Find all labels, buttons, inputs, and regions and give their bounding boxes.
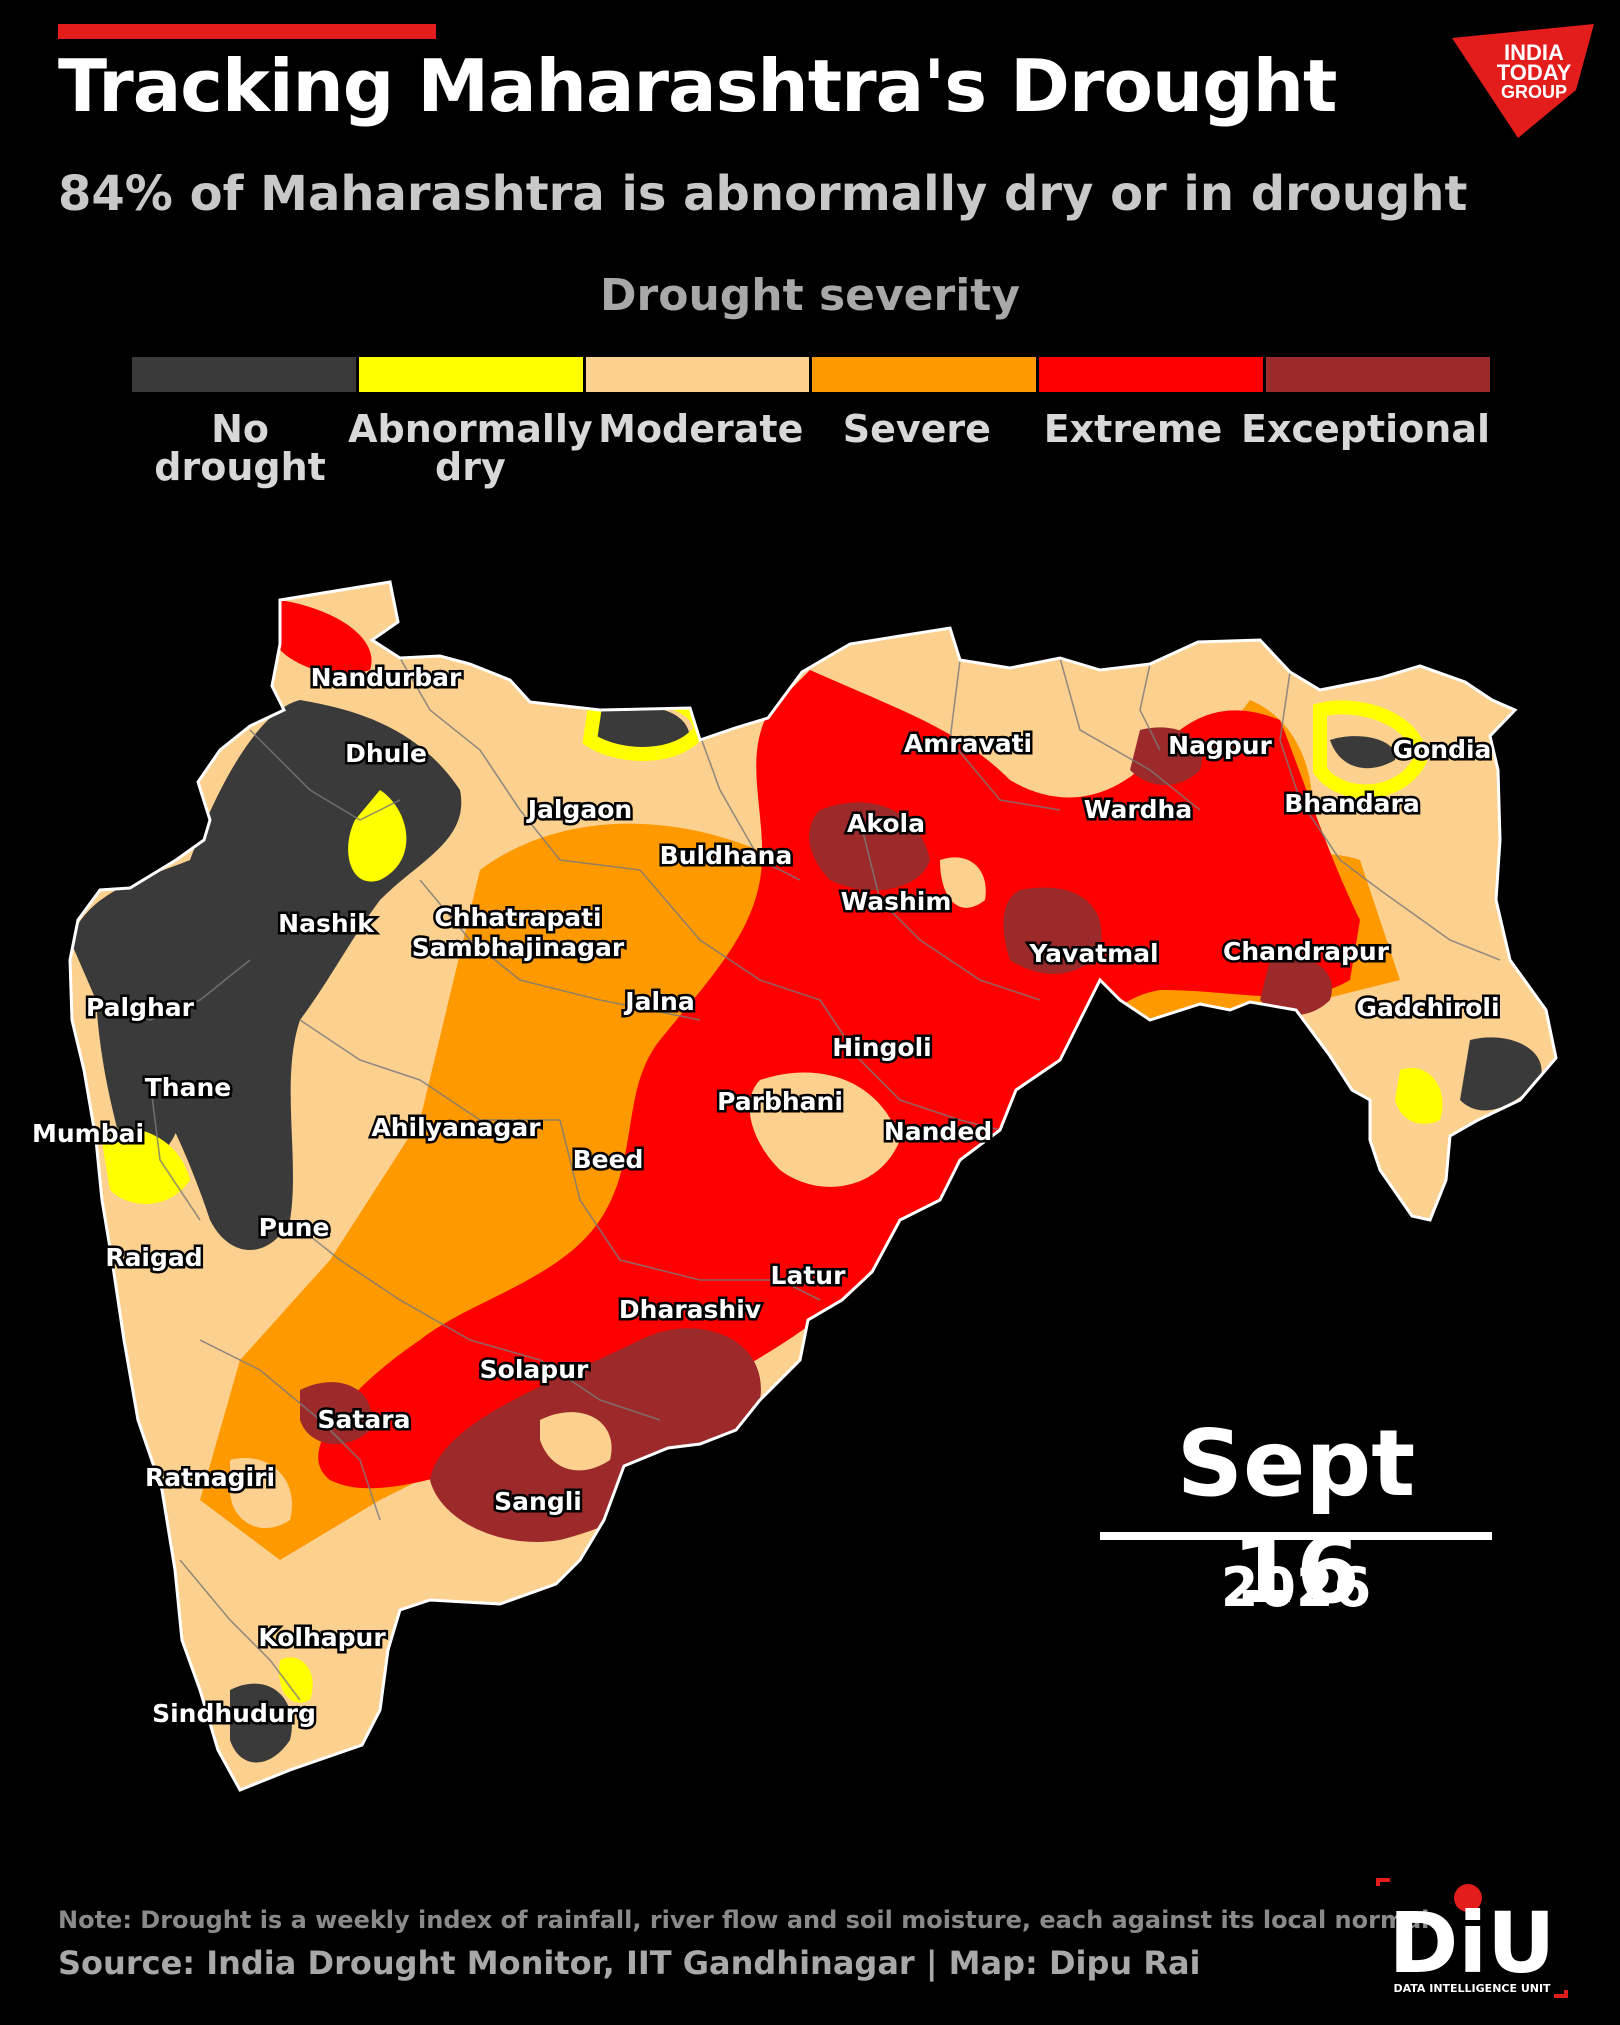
city-label: Pune <box>259 1213 330 1242</box>
city-label: Kolhapur <box>258 1623 386 1652</box>
city-label: Nashik <box>278 909 375 938</box>
city-label: Yavatmal <box>1028 939 1158 968</box>
legend-swatch-moderate <box>585 357 810 392</box>
legend-swatch-severe <box>812 357 1037 392</box>
legend-title: Drought severity <box>600 270 1020 321</box>
city-labels: Nandurbar Dhule Jalgaon Buldhana Amravat… <box>29 661 1502 1731</box>
footer-source: Source: India Drought Monitor, IIT Gandh… <box>58 1944 1201 1982</box>
city-label: Parbhani <box>717 1087 843 1116</box>
diu-logo: DiU DATA INTELLIGENCE UNIT <box>1376 1878 1568 1998</box>
title-accent-bar <box>58 24 436 39</box>
legend-label-moderate: Moderate <box>598 407 804 451</box>
city-label: Satara <box>318 1405 411 1434</box>
city-label: Buldhana <box>660 841 793 870</box>
city-label: Solapur <box>480 1355 589 1384</box>
legend-label-abnormally-dry: Abnormally dry <box>348 407 593 489</box>
city-label: Beed <box>573 1145 644 1174</box>
city-label: Gondia <box>1393 735 1492 764</box>
legend-swatch-abnormally-dry <box>358 357 583 392</box>
city-label: Ahilyanagar <box>371 1113 541 1142</box>
city-label: Chhatrapati <box>434 903 601 932</box>
legend-label-extreme: Extreme <box>1043 407 1223 451</box>
drought-map: Nandurbar Dhule Jalgaon Buldhana Amravat… <box>29 580 1558 1792</box>
footer-note: Note: Drought is a weekly index of rainf… <box>58 1906 1439 1934</box>
city-label: Dharashiv <box>619 1295 761 1324</box>
city-label: Nagpur <box>1168 731 1272 760</box>
legend-label-exceptional: Exceptional <box>1241 407 1491 451</box>
legend-swatches <box>132 357 1490 392</box>
logo-line-2: TODAY <box>1497 60 1572 85</box>
legend-swatch-no-drought <box>132 357 356 392</box>
city-label: Hingoli <box>832 1033 932 1062</box>
city-label: Raigad <box>105 1243 202 1272</box>
legend-labels: No drought Abnormally dry Moderate Sever… <box>132 410 1490 486</box>
city-label: Latur <box>771 1261 847 1290</box>
page-subtitle: 84% of Maharashtra is abnormally dry or … <box>58 166 1468 222</box>
legend-label-severe: Severe <box>842 407 991 451</box>
city-label: Sambhajinagar <box>412 933 625 962</box>
city-label: Washim <box>841 887 952 916</box>
city-label: Akola <box>847 809 925 838</box>
legend-swatch-exceptional <box>1266 357 1490 392</box>
india-today-group-logo: INDIA TODAY GROUP <box>1452 24 1594 138</box>
diu-logo-text: DiU <box>1389 1894 1556 1992</box>
city-label: Mumbai <box>32 1119 144 1148</box>
city-label: Bhandara <box>1284 789 1420 818</box>
city-label: Gadchiroli <box>1356 993 1499 1022</box>
diu-tagline: DATA INTELLIGENCE UNIT <box>1393 1982 1551 1995</box>
city-label: Sangli <box>494 1487 582 1516</box>
city-label: Palghar <box>86 993 195 1022</box>
page-title: Tracking Maharashtra's Drought <box>58 44 1337 128</box>
city-label: Chandrapur <box>1223 937 1390 966</box>
logo-line-3: GROUP <box>1501 82 1567 102</box>
city-label: Sindhudurg <box>152 1699 316 1728</box>
legend-swatch-extreme <box>1039 357 1264 392</box>
city-label: Dhule <box>345 739 427 768</box>
legend-label-no-drought: No drought <box>154 407 326 489</box>
logo-line-1: INDIA <box>1504 40 1564 65</box>
city-label: Thane <box>145 1073 231 1102</box>
city-label: Nanded <box>884 1117 992 1146</box>
city-label: Jalna <box>623 987 694 1016</box>
city-label: Ratnagiri <box>145 1463 275 1492</box>
city-label: Nandurbar <box>311 663 462 692</box>
date-underline <box>1100 1532 1492 1540</box>
city-label: Wardha <box>1084 795 1192 824</box>
city-label: Jalgaon <box>526 795 632 824</box>
date-year: 2026 <box>1220 1556 1372 1619</box>
city-label: Amravati <box>904 729 1032 758</box>
